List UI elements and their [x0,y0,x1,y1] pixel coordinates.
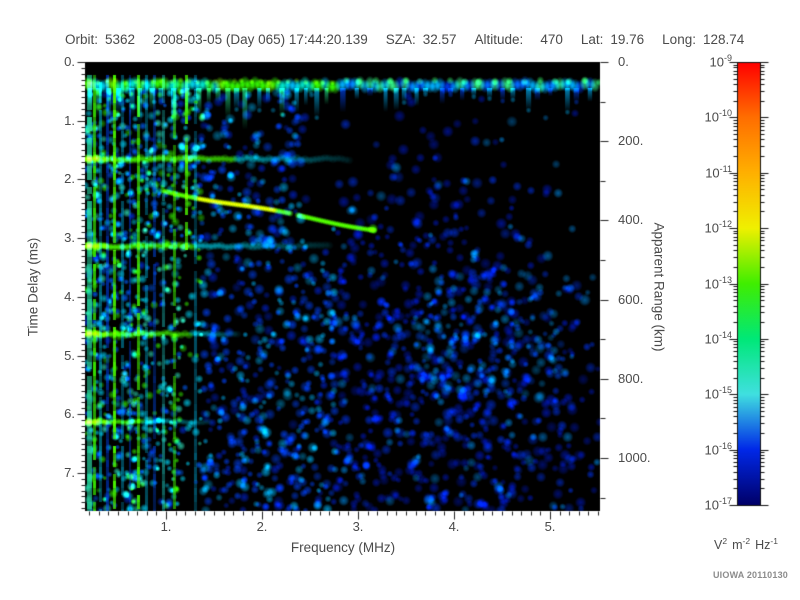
y-axis-tick-label: 6. [64,406,75,422]
x-axis-tick-label: 4. [448,519,460,534]
lat-value: 19.76 [610,32,645,47]
colorbar-unit-label: V2 m-2 Hz-1 [714,536,778,553]
y2-axis-title: Apparent Range (km) [651,222,667,352]
colorbar-tick-label: 10-14 [704,329,732,347]
colorbar-tick-label: 10-10 [704,108,732,125]
x-axis-tick-label: 5. [544,519,556,534]
altitude-label: Altitude: [474,32,524,47]
x-axis-tick-label: 1. [160,519,172,534]
attribution-text: UIOWA 20110130 [712,570,788,580]
y2-axis-tick-label: 800. [618,370,644,386]
y-axis-tick-label: 1. [64,112,75,128]
long-value: 128.74 [702,32,745,47]
y-axis-tick-label: 0. [64,54,75,69]
x-axis-tick-label: 2. [256,519,268,534]
unit-v: V [714,538,723,553]
colorbar-tick-label: 10-13 [704,274,732,291]
y2-axis-tick-label: 200. [618,133,644,149]
lat-label: Lat: [580,32,604,47]
y-axis-tick-label: 2. [64,171,75,187]
y2-axis-tick-label: 1000. [618,450,651,466]
colorbar-tick-label: 10-17 [704,496,732,513]
y2-axis-tick-label: 600. [618,291,644,307]
orbit-value: 5362 [105,32,136,47]
header: Orbit: 5362 2008-03-05 (Day 065) 17:44:2… [65,32,744,47]
colorbar-tick-label: 10-9 [709,53,732,70]
datetime-value: 2008-03-05 (Day 065) 17:44:20.139 [153,32,368,47]
colorbar-tick-label: 10-15 [704,385,732,402]
y-axis-tick-label: 5. [64,347,75,363]
unit-m: m [732,538,743,553]
long-label: Long: [662,32,696,47]
sza-value: 32.57 [422,32,457,47]
colorbar-tick-label: 10-16 [704,440,732,457]
x-axis-title: Frequency (MHz) [290,540,396,555]
colorbar-tick-label: 10-11 [705,163,732,181]
colorbar-tick-label: 10-12 [704,219,732,236]
y2-axis-tick-label: 400. [618,212,644,228]
y-axis-tick-label: 3. [64,230,75,246]
y-axis-tick-label: 4. [64,288,75,304]
altitude-value: 470 [540,32,563,47]
y-axis-title: Time Delay (ms) [25,237,41,337]
unit-hz: Hz [755,538,771,553]
orbit-label: Orbit: [65,32,99,47]
x-axis-tick-label: 3. [352,519,364,534]
sza-label: SZA: [385,32,416,47]
y-axis-tick-label: 7. [64,464,75,480]
y2-axis-tick-label: 0. [618,54,629,69]
